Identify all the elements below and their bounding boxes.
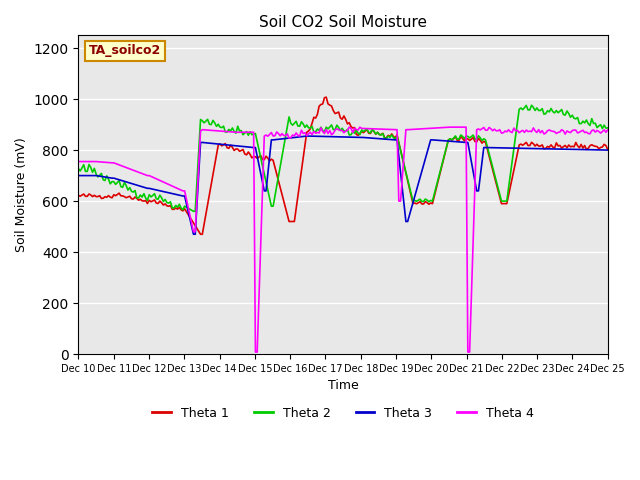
Y-axis label: Soil Moisture (mV): Soil Moisture (mV)	[15, 137, 28, 252]
X-axis label: Time: Time	[328, 379, 358, 392]
Title: Soil CO2 Soil Moisture: Soil CO2 Soil Moisture	[259, 15, 427, 30]
Text: TA_soilco2: TA_soilco2	[89, 45, 161, 58]
Legend: Theta 1, Theta 2, Theta 3, Theta 4: Theta 1, Theta 2, Theta 3, Theta 4	[147, 402, 539, 425]
